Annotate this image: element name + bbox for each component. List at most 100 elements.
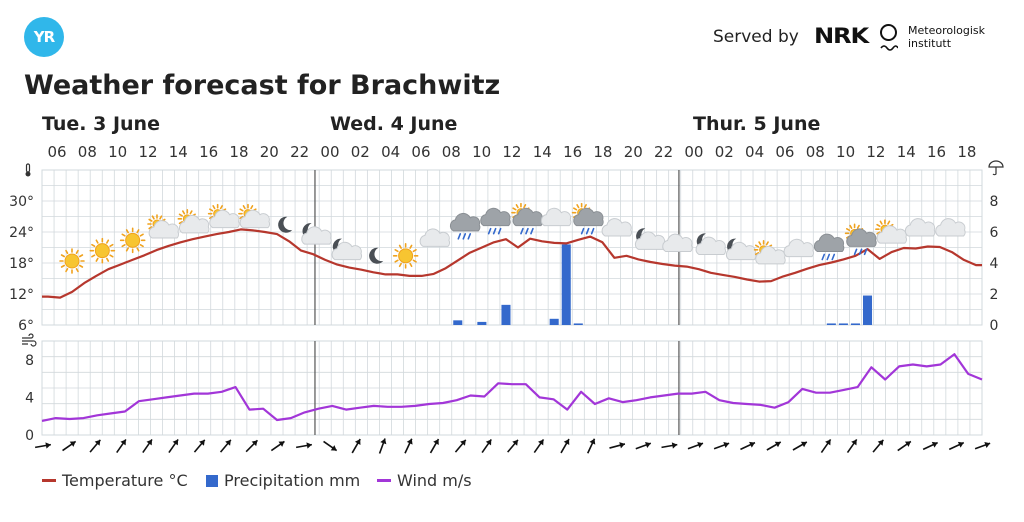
wind-arrow-34 bbox=[922, 441, 938, 451]
sun-ray bbox=[95, 239, 99, 244]
sun-ray bbox=[412, 249, 417, 253]
rain-drop bbox=[530, 227, 534, 235]
sun-ray bbox=[109, 243, 114, 247]
cloud-shape bbox=[846, 228, 877, 247]
hour-label-7: 20 bbox=[260, 143, 279, 161]
wind-arrow-11 bbox=[323, 440, 338, 452]
met-circle-icon bbox=[880, 24, 897, 41]
sun-ray bbox=[209, 208, 214, 212]
day-label-0: Tue. 3 June bbox=[42, 113, 160, 135]
hour-label-0: 06 bbox=[47, 143, 66, 161]
hour-label-18: 18 bbox=[593, 143, 612, 161]
temp-tick-0: 30° bbox=[9, 194, 34, 210]
cloud-shape bbox=[695, 236, 726, 255]
wind-arrow-head bbox=[904, 441, 911, 447]
cloud-icon bbox=[904, 218, 936, 237]
wind-arrow-head bbox=[645, 441, 651, 448]
nrk-logo[interactable]: NRK bbox=[814, 24, 869, 48]
sun-ray bbox=[60, 264, 66, 268]
sun-rain-cloud-icon bbox=[511, 202, 543, 235]
hour-label-8: 22 bbox=[290, 143, 309, 161]
wind-arrow-head bbox=[306, 442, 312, 449]
precip-tick-0: 8 bbox=[990, 194, 999, 210]
wind-arrow-head bbox=[433, 439, 439, 446]
legend-wind-swatch bbox=[377, 479, 391, 482]
legend-precipitation-swatch bbox=[206, 474, 218, 487]
wind-arrow-35 bbox=[948, 441, 965, 451]
umbrella-icon bbox=[988, 160, 1004, 176]
cloud-icon bbox=[783, 238, 814, 258]
sun-ray bbox=[60, 254, 66, 258]
wind-tick-2: 0 bbox=[25, 428, 34, 444]
precip-bar-65 bbox=[826, 323, 836, 325]
hour-label-4: 14 bbox=[169, 143, 188, 161]
weather-icons bbox=[59, 202, 966, 274]
hour-label-21: 00 bbox=[684, 143, 703, 161]
hour-label-12: 06 bbox=[411, 143, 430, 161]
wind-arrow-head bbox=[749, 441, 755, 448]
wind-tick-1: 4 bbox=[25, 390, 34, 406]
moon-shape bbox=[278, 216, 293, 233]
temp-tick-4: 6° bbox=[18, 318, 34, 334]
sun-ray bbox=[148, 218, 153, 222]
rain-drop bbox=[863, 248, 868, 256]
cloud-icon bbox=[419, 228, 450, 247]
met-wave-icon bbox=[880, 45, 898, 51]
hour-label-9: 00 bbox=[320, 143, 339, 161]
temp-tick-2: 18° bbox=[9, 256, 34, 272]
wind-arrow-12 bbox=[351, 438, 361, 454]
sun-ray bbox=[398, 262, 402, 268]
hour-label-23: 04 bbox=[745, 143, 764, 161]
sun-ray bbox=[239, 215, 244, 219]
yr-logo[interactable]: YR bbox=[24, 17, 64, 57]
precip-bar-38 bbox=[501, 304, 511, 325]
wind-arrow-24 bbox=[661, 442, 678, 449]
wind-arrow-head bbox=[877, 439, 884, 446]
legend-precipitation-label: Precipitation mm bbox=[224, 471, 361, 490]
hour-label-28: 14 bbox=[897, 143, 916, 161]
sun-icon bbox=[119, 227, 146, 254]
hour-label-17: 16 bbox=[563, 143, 582, 161]
wind-arrow-head bbox=[69, 441, 76, 447]
met-institute-logo[interactable]: Meteorologisk institutt bbox=[880, 22, 1010, 54]
sun-ray bbox=[394, 259, 399, 263]
sun-ray bbox=[178, 213, 183, 217]
hour-label-29: 16 bbox=[927, 143, 946, 161]
wind-arrow-20 bbox=[560, 438, 570, 454]
rain-drop bbox=[497, 227, 502, 235]
precip-bar-34 bbox=[453, 320, 463, 325]
sun-ray bbox=[394, 249, 399, 253]
hour-label-2: 10 bbox=[108, 143, 127, 161]
hour-label-3: 12 bbox=[138, 143, 157, 161]
sun-ray bbox=[765, 241, 769, 246]
sun-icon bbox=[89, 237, 116, 264]
legend-temperature: Temperature °C bbox=[42, 471, 188, 490]
wind-arrow-5 bbox=[168, 438, 179, 454]
partly-cloudy-icon bbox=[147, 214, 180, 239]
wind-arrow-25 bbox=[687, 441, 704, 450]
cloud-shape bbox=[662, 233, 693, 252]
sun-ray bbox=[106, 257, 110, 262]
sun-ray bbox=[136, 247, 140, 252]
sun-ray bbox=[91, 243, 96, 247]
wind-arrow-head bbox=[537, 439, 544, 446]
rain-drop bbox=[831, 253, 836, 261]
legend-wind-label: Wind m/s bbox=[397, 471, 472, 490]
rain-drop bbox=[520, 227, 524, 235]
wind-arrow-head bbox=[406, 438, 413, 445]
sun-ray bbox=[876, 231, 881, 235]
cloud-shape bbox=[148, 220, 180, 239]
sun-ray bbox=[523, 204, 527, 209]
cloud-shape bbox=[419, 228, 450, 247]
sun-ray bbox=[409, 262, 413, 268]
moon-icon bbox=[369, 247, 384, 264]
rain-drop bbox=[853, 248, 858, 256]
sun-ray bbox=[121, 244, 126, 248]
served-by-label: Served by bbox=[713, 27, 799, 47]
rain-cloud-icon bbox=[449, 212, 481, 240]
temp-tick-1: 24° bbox=[9, 225, 34, 241]
wind-arrow-head bbox=[380, 438, 387, 445]
hour-label-5: 16 bbox=[199, 143, 218, 161]
